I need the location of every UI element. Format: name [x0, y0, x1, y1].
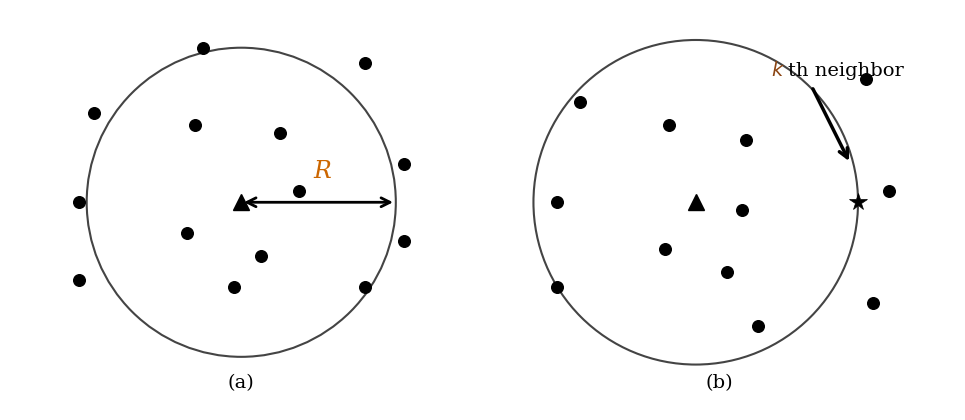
Point — [858, 75, 873, 82]
Point — [549, 284, 565, 291]
Point — [179, 230, 195, 236]
Point — [866, 299, 881, 306]
Point — [71, 276, 87, 283]
Point — [291, 187, 307, 194]
Text: (b): (b) — [705, 374, 732, 391]
Point — [357, 284, 372, 291]
Point — [71, 199, 87, 206]
Point — [187, 122, 203, 129]
Point — [396, 160, 411, 167]
Point — [750, 323, 765, 329]
Point — [738, 137, 754, 144]
Point — [549, 199, 565, 206]
Point — [226, 284, 241, 291]
Point — [253, 253, 268, 260]
Point — [657, 245, 673, 252]
Point — [661, 122, 676, 129]
Point — [881, 187, 896, 194]
Point — [195, 45, 210, 51]
Text: th neighbor: th neighbor — [788, 62, 904, 80]
Point — [572, 98, 588, 105]
Point — [272, 129, 288, 136]
Point — [87, 110, 102, 117]
Point — [734, 207, 750, 213]
Text: $\it{k}$: $\it{k}$ — [771, 61, 785, 80]
Text: (a): (a) — [228, 374, 255, 391]
Point — [396, 238, 411, 244]
Point — [719, 268, 734, 275]
Point — [357, 60, 372, 66]
Text: R: R — [314, 160, 331, 183]
